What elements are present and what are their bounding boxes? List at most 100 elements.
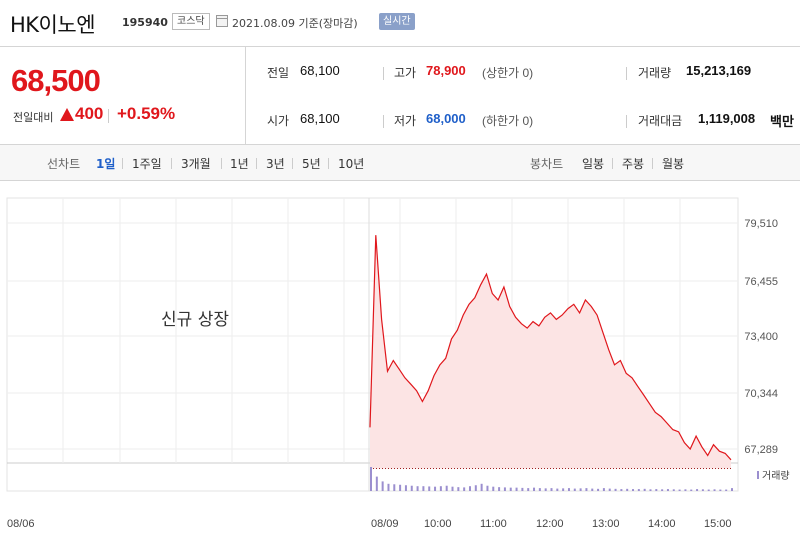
low-label: 저가 [394, 114, 417, 128]
volume-bar [573, 488, 576, 491]
volume-bar [457, 487, 460, 491]
divider [626, 115, 627, 128]
volume-bar [463, 487, 466, 491]
volume-bar [533, 487, 536, 491]
current-price-box: 68,500 전일대비 400 +0.59% [0, 47, 246, 145]
candle-chart-label: 봉차트 [530, 157, 564, 171]
volume-bar [474, 485, 477, 491]
up-triangle-icon [60, 108, 74, 121]
listing-annotation: 신규 상장 [161, 310, 229, 330]
period-5-years[interactable]: 5년 [302, 157, 321, 171]
base-date: 2021.08.09 기준(장마감) [232, 17, 358, 30]
period-3-years[interactable]: 3년 [266, 157, 285, 171]
open-label: 시가 [267, 114, 290, 128]
volume-bar [661, 489, 664, 491]
volume-bar [521, 487, 524, 491]
period-1-year[interactable]: 1년 [230, 157, 249, 171]
price-area [370, 235, 731, 469]
price-line [369, 235, 732, 461]
stock-code: 195940 [122, 16, 168, 29]
trade-amount-unit: 백만 [770, 114, 794, 129]
divider [626, 67, 627, 80]
volume-bar [544, 488, 547, 491]
volume-bar [643, 488, 646, 491]
x-tick-label: 08/06 [7, 518, 35, 530]
y-tick-label: 79,510 [744, 218, 778, 230]
x-tick-label: 15:00 [704, 518, 732, 530]
volume-bar [550, 488, 553, 491]
volume-bar [672, 489, 675, 491]
divider [612, 158, 613, 169]
period-monthly-candle[interactable]: 월봉 [662, 157, 685, 171]
volume-bar [387, 483, 390, 491]
trade-amount-value: 1,119,008 [698, 111, 756, 126]
volume-bar [620, 489, 623, 491]
volume-bar [614, 488, 617, 491]
volume-bar [434, 486, 437, 491]
change-amount: 400 [75, 104, 104, 123]
y-tick-label: 73,400 [744, 331, 778, 343]
volume-bar [399, 484, 402, 491]
volume-bar [602, 488, 605, 491]
prev-close-label: 전일 [267, 66, 290, 80]
plot-frame [6, 197, 739, 492]
period-3-months[interactable]: 3개월 [181, 157, 211, 171]
x-tick-label: 12:00 [536, 518, 564, 530]
y-tick-label: 67,289 [744, 444, 778, 456]
volume-bar [649, 489, 652, 491]
realtime-button[interactable]: 실시간 [379, 13, 415, 30]
volume-bar [626, 488, 629, 491]
volume-bar [370, 467, 372, 491]
volume-bar [410, 485, 413, 491]
period-daily-candle[interactable]: 일봉 [582, 157, 605, 171]
x-tick-label: 13:00 [592, 518, 620, 530]
divider [383, 115, 384, 128]
price-summary: 68,500 전일대비 400 +0.59% 전일 68,100 고가 78,9… [0, 46, 800, 145]
volume-bar [719, 489, 722, 491]
change-label: 전일대비 [13, 111, 54, 124]
divider [171, 158, 172, 169]
price-chart[interactable]: 79,510 76,455 73,400 70,344 67,289 신규 상장 거래량 08… [0, 181, 800, 539]
volume-bar [585, 488, 588, 491]
trade-amount-label: 거래대금 [638, 114, 683, 128]
volume-bar [486, 485, 489, 491]
volume-bar [527, 488, 530, 491]
volume-bar [579, 488, 582, 491]
volume-bar [632, 489, 635, 491]
period-1-day[interactable]: 1일 [96, 157, 116, 171]
volume-bar [515, 487, 518, 491]
volume-bar [375, 476, 378, 491]
volume-bar [451, 486, 454, 491]
period-1-week[interactable]: 1주일 [132, 157, 162, 171]
divider [292, 158, 293, 169]
volume-bar [567, 488, 570, 491]
volume-bar [713, 489, 716, 491]
divider [256, 158, 257, 169]
x-tick-label: 08/09 [371, 518, 399, 530]
volume-bar [696, 489, 699, 491]
volume-bar [393, 484, 396, 491]
volume-bar [725, 489, 728, 491]
volume-bar [480, 483, 483, 491]
volume-bar [684, 489, 687, 491]
volume-bar [666, 489, 669, 491]
volume-bar [597, 488, 600, 491]
high-label: 고가 [394, 66, 417, 80]
calendar-icon [216, 15, 228, 27]
x-tick-label: 14:00 [648, 518, 676, 530]
upper-limit-count: (상한가 0) [482, 66, 534, 80]
volume-bar [439, 486, 442, 491]
period-10-years[interactable]: 10년 [338, 157, 365, 171]
current-price: 68,500 [11, 63, 101, 98]
volume-bar [428, 486, 431, 491]
divider [652, 158, 653, 169]
divider [122, 158, 123, 169]
period-weekly-candle[interactable]: 주봉 [622, 157, 645, 171]
volume-bar [445, 485, 448, 491]
volume-bar [562, 488, 565, 491]
volume-bar [637, 489, 640, 491]
volume-bar [556, 488, 559, 491]
market-badge: 코스닥 [172, 13, 210, 30]
divider [383, 67, 384, 80]
line-chart-label: 선차트 [47, 157, 81, 171]
